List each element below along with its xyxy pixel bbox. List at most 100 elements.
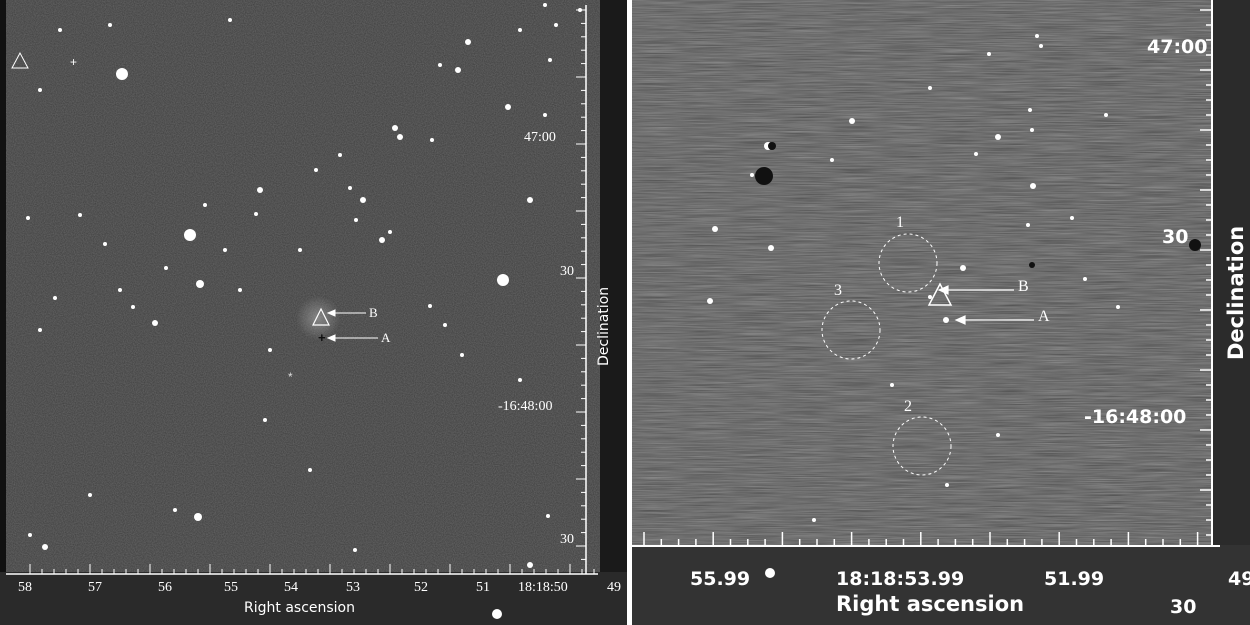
dark-artifact	[1189, 239, 1201, 251]
star	[254, 212, 258, 216]
y-axis-title: Declination	[1224, 225, 1248, 360]
star	[360, 197, 366, 203]
star	[1035, 34, 1039, 38]
star	[460, 353, 464, 357]
marker-b-label: B	[369, 305, 378, 320]
star	[354, 218, 358, 222]
star	[928, 295, 932, 299]
star	[465, 39, 471, 45]
star	[173, 508, 177, 512]
ra-tick-label: 57	[88, 580, 102, 595]
star	[546, 514, 550, 518]
dec-tick-label: 30	[560, 532, 574, 547]
star	[1026, 223, 1030, 227]
star	[1028, 108, 1032, 112]
star	[527, 562, 533, 568]
star	[1070, 216, 1074, 220]
star	[438, 63, 442, 67]
star	[554, 23, 558, 27]
star	[78, 213, 82, 217]
star	[88, 493, 92, 497]
star	[268, 348, 272, 352]
dark-artifact	[1029, 262, 1035, 268]
star	[812, 518, 816, 522]
star	[455, 67, 461, 73]
dec-tick-label: 47:00	[1147, 36, 1208, 58]
star	[996, 433, 1000, 437]
star	[58, 28, 62, 32]
star	[492, 609, 502, 619]
right-difference-image	[632, 0, 1250, 625]
star	[38, 88, 42, 92]
star	[238, 288, 242, 292]
dark-artifact	[755, 167, 773, 185]
star	[890, 383, 894, 387]
star	[131, 305, 135, 309]
star	[388, 230, 392, 234]
star	[943, 317, 949, 323]
star	[392, 125, 398, 131]
star	[108, 23, 112, 27]
star	[518, 378, 522, 382]
star	[263, 418, 267, 422]
star	[945, 483, 949, 487]
ra-tick-label: 53	[346, 580, 360, 595]
star	[228, 18, 232, 22]
dec-tick-label: 30	[560, 264, 574, 279]
star	[194, 513, 202, 521]
star	[1030, 183, 1036, 189]
star	[38, 328, 42, 332]
marker-b-label: B	[1018, 278, 1029, 295]
star	[712, 226, 718, 232]
ra-tick-label: 18:18:50	[518, 580, 568, 595]
marker-a-label: A	[381, 330, 391, 345]
dec-tick-label: 30	[1162, 226, 1189, 248]
left-image-panel: + + * B A 58 57 56 55 54 53 52 51 18:18:…	[0, 0, 627, 625]
star	[768, 245, 774, 251]
ra-tick-label: 49	[607, 580, 621, 595]
ra-tick-label: 55	[224, 580, 238, 595]
star	[765, 568, 775, 578]
star	[353, 548, 357, 552]
star	[1030, 128, 1034, 132]
ra-tick-label: 51	[476, 580, 490, 595]
star	[849, 118, 855, 124]
star	[1083, 277, 1087, 281]
star	[928, 86, 932, 90]
star	[223, 248, 227, 252]
ra-tick-label: 56	[158, 580, 172, 595]
star	[497, 274, 509, 286]
star	[750, 173, 754, 177]
star	[196, 280, 204, 288]
x-axis-title: Right ascension	[244, 600, 355, 616]
dec-tick-label: 30	[1170, 596, 1197, 618]
star	[830, 158, 834, 162]
right-image-panel: B A 1 2 3 55.99 18:18:53.99 51.99 49 Rig…	[632, 0, 1250, 625]
region-label: 2	[904, 398, 912, 415]
x-axis-title: Right ascension	[836, 592, 1025, 616]
star	[53, 296, 57, 300]
star	[152, 320, 158, 326]
ra-tick-label: 51.99	[1044, 568, 1105, 590]
star	[430, 138, 434, 142]
star	[518, 28, 522, 32]
region-label: 1	[896, 214, 904, 231]
svg-text:+: +	[318, 330, 326, 345]
dec-tick-label: -16:48:00	[1084, 406, 1187, 428]
dark-artifact	[768, 142, 776, 150]
marker-a-label: A	[1038, 308, 1050, 325]
ra-tick-label: 49	[1228, 568, 1250, 590]
svg-text:+: +	[70, 55, 77, 69]
star	[184, 229, 196, 241]
y-axis-title: Declination	[596, 286, 612, 366]
star	[164, 266, 168, 270]
ra-tick-label: 55.99	[690, 568, 751, 590]
left-star-field: + + *	[0, 0, 627, 625]
star	[116, 68, 128, 80]
region-label: 3	[834, 282, 842, 299]
star	[397, 134, 403, 140]
star	[28, 533, 32, 537]
dec-tick-label: -16:48:00	[498, 399, 553, 414]
star	[26, 216, 30, 220]
star	[548, 58, 552, 62]
